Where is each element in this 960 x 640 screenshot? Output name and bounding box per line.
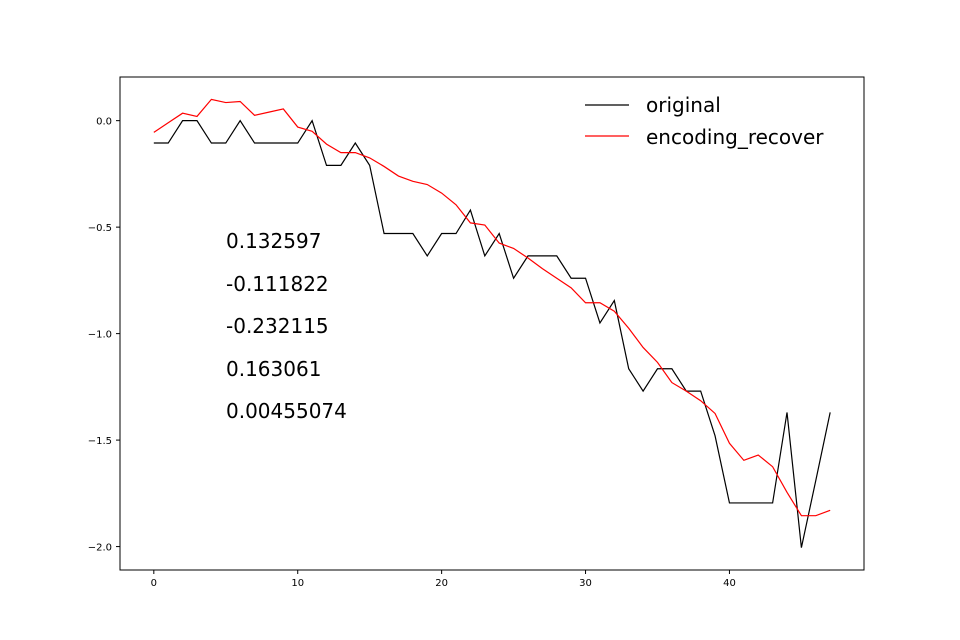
series-line-encoding-recover bbox=[153, 98, 831, 517]
legend-label-original: original bbox=[646, 93, 721, 117]
axes-background bbox=[120, 77, 864, 570]
y-axis: 0.0 −0.5 −1.0 −1.5 −2.0 bbox=[88, 117, 120, 554]
series-line-original bbox=[153, 119, 831, 548]
y-tick-label: −0.5 bbox=[88, 223, 112, 234]
series-layer bbox=[153, 98, 831, 548]
y-tick-label: −1.0 bbox=[88, 330, 112, 341]
legend: original encoding_recover bbox=[585, 93, 824, 149]
annotation-3: -0.232115 bbox=[226, 314, 329, 338]
x-axis: 0 10 20 30 40 bbox=[151, 570, 736, 589]
x-tick-label: 30 bbox=[579, 578, 592, 589]
annotation-block: 0.132597 -0.111822 -0.232115 0.163061 0.… bbox=[226, 229, 347, 423]
y-tick-label: 0.0 bbox=[96, 117, 112, 128]
annotation-1: 0.132597 bbox=[226, 229, 321, 253]
x-tick-label: 20 bbox=[435, 578, 448, 589]
annotation-2: -0.111822 bbox=[226, 272, 329, 296]
x-tick-label: 40 bbox=[723, 578, 736, 589]
x-tick-label: 0 bbox=[151, 578, 157, 589]
plot-area bbox=[120, 77, 864, 570]
annotation-4: 0.163061 bbox=[226, 357, 321, 381]
x-tick-label: 10 bbox=[291, 578, 304, 589]
axes-frame bbox=[119, 76, 865, 571]
y-tick-label: −2.0 bbox=[88, 543, 112, 554]
legend-label-encoding-recover: encoding_recover bbox=[646, 125, 824, 149]
annotation-5: 0.00455074 bbox=[226, 399, 347, 423]
y-tick-label: −1.5 bbox=[88, 436, 112, 447]
